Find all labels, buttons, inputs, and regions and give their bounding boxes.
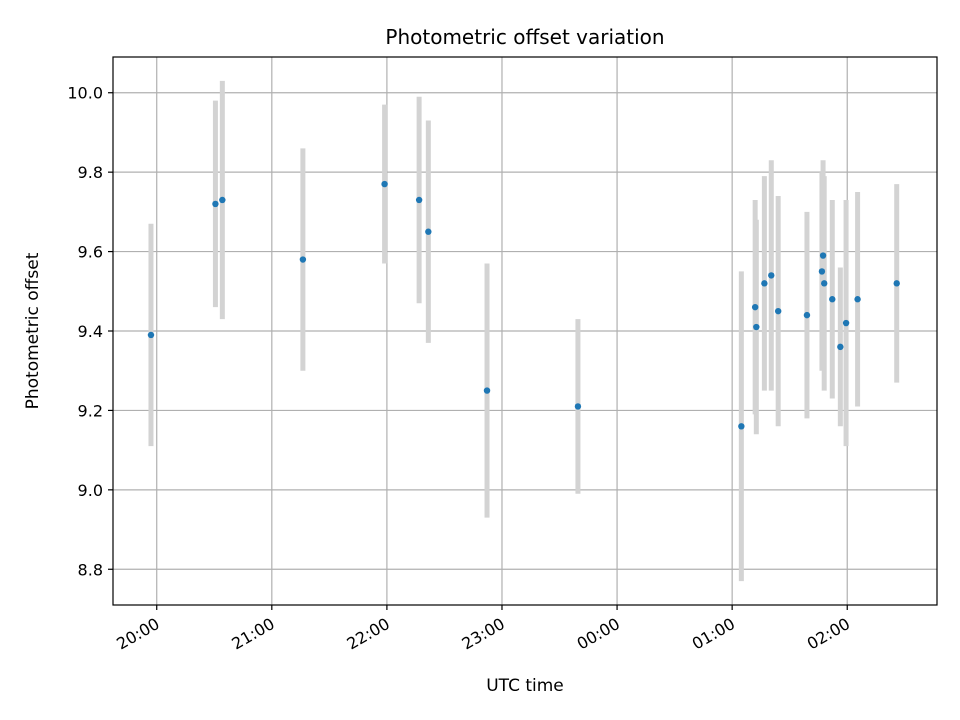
data-point [574, 403, 582, 410]
x-axis-label: UTC time [486, 676, 564, 696]
data-point [768, 272, 775, 279]
data-point [761, 280, 768, 287]
data-point [854, 296, 861, 303]
y-tick-label: 10.0 [67, 84, 103, 103]
grid-lines [113, 57, 937, 605]
data-point [893, 280, 900, 287]
data-point [774, 307, 782, 315]
data-point [819, 252, 827, 259]
y-tick-label: 8.8 [78, 560, 103, 579]
data-point [299, 256, 307, 263]
data-point [818, 268, 826, 275]
data-point [483, 387, 491, 394]
data-point [803, 311, 811, 319]
data-point [821, 280, 828, 287]
data-point [212, 200, 219, 208]
y-tick-label: 9.8 [78, 163, 103, 182]
y-axis-ticks: 8.8 9.0 9.2 9.4 9.6 9.8 10.0 [67, 84, 113, 579]
data-point [753, 323, 760, 331]
data-points [147, 180, 900, 430]
data-point [837, 343, 844, 351]
data-point [425, 228, 432, 235]
y-tick-label: 9.2 [78, 401, 103, 420]
data-point [829, 296, 836, 303]
data-point [147, 331, 155, 339]
data-point [751, 303, 759, 311]
data-point [415, 196, 423, 204]
chart-title: Photometric offset variation [385, 25, 664, 49]
y-tick-label: 9.4 [78, 322, 103, 341]
y-axis-label: Photometric offset [23, 252, 43, 409]
y-tick-label: 9.6 [78, 243, 103, 262]
data-point [842, 319, 850, 327]
data-point [219, 196, 226, 204]
y-tick-label: 9.0 [78, 481, 103, 500]
data-point [381, 180, 388, 188]
data-point [738, 423, 745, 430]
